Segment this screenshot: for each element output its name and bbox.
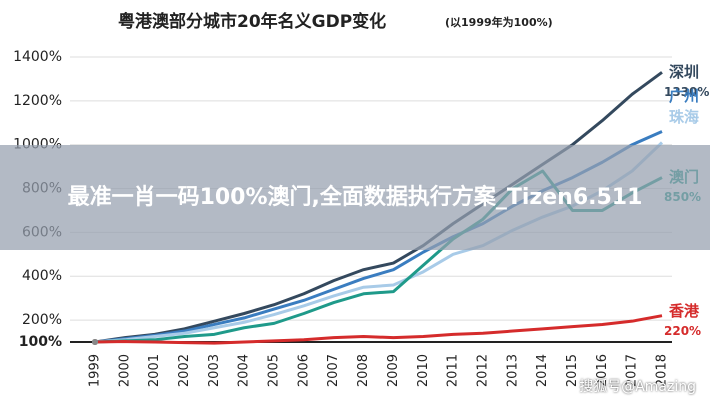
x-tick-label: 2003 <box>207 354 222 387</box>
start-point <box>92 339 98 345</box>
x-tick-label: 2015 <box>565 354 580 387</box>
x-tick-label: 2018 <box>655 354 670 387</box>
y-tick-label: 200% <box>22 312 62 328</box>
x-tick-label: 2014 <box>535 354 550 387</box>
watermark: 搜狐号@Amazing <box>579 379 696 395</box>
x-tick-label: 2017 <box>625 354 640 387</box>
x-tick-label: 2009 <box>386 354 401 387</box>
x-tick-label: 2002 <box>177 354 192 387</box>
overlay-text: 最准一肖一码100%澳门,全面数据执行方案_Tizen6.511 <box>67 184 643 210</box>
x-tick-label: 2016 <box>595 354 610 387</box>
x-tick-label: 2013 <box>505 354 520 387</box>
x-tick-label: 2006 <box>296 354 311 387</box>
overlay-banner: 最准一肖一码100%澳门,全面数据执行方案_Tizen6.511 <box>0 145 710 250</box>
y-tick-label: 100% <box>19 334 62 350</box>
chart-title: 粤港澳部分城市20年名义GDP变化 <box>118 11 386 32</box>
x-tick-label: 1999 <box>88 354 103 387</box>
x-tick-label: 2005 <box>267 354 282 387</box>
x-tick-label: 2011 <box>446 354 461 387</box>
y-tick-label: 400% <box>22 268 62 284</box>
chart-subtitle: (以1999年为100%) <box>445 15 553 29</box>
x-tick-label: 2001 <box>147 354 162 387</box>
x-tick-label: 2004 <box>237 354 252 387</box>
x-tick-label: 2008 <box>356 354 371 387</box>
x-tick-label: 2010 <box>416 354 431 387</box>
legend-label: 深圳 <box>669 63 699 81</box>
x-tick-label: 2007 <box>326 354 341 387</box>
legend-label: 珠海 <box>669 108 699 126</box>
line <box>94 314 663 345</box>
y-tick-label: 1200% <box>13 93 62 109</box>
value-label: 220% <box>664 324 701 338</box>
x-tick-label: 2000 <box>117 354 132 387</box>
value-label: 1330% <box>664 85 709 99</box>
y-tick-label: 1400% <box>13 49 62 65</box>
legend-label: 香港 <box>669 302 700 320</box>
x-tick-label: 2012 <box>475 354 490 387</box>
legend-label: 广州 <box>669 87 699 105</box>
